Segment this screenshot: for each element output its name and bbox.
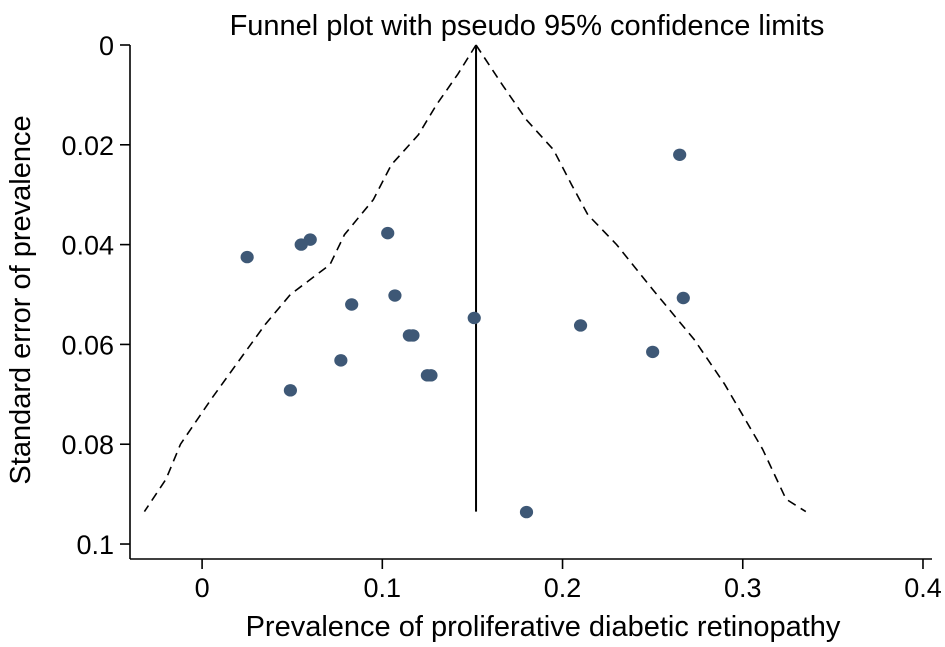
- y-tick-label: 0.08: [61, 430, 114, 460]
- y-tick-label: 0.02: [61, 131, 114, 161]
- y-axis-label: Standard error of prevalence: [5, 115, 37, 484]
- study-point: [381, 226, 395, 240]
- study-point: [283, 384, 297, 397]
- study-point: [467, 311, 481, 325]
- study-point: [240, 250, 254, 264]
- study-point: [294, 238, 308, 251]
- study-point: [388, 289, 402, 302]
- confidence-limits: [143, 44, 807, 513]
- y-tick-label: 0.04: [61, 231, 114, 261]
- study-point: [345, 298, 359, 311]
- study-point: [673, 148, 687, 161]
- chart-title: Funnel plot with pseudo 95% confidence l…: [230, 10, 825, 42]
- x-tick-label: 0.1: [364, 573, 402, 603]
- x-tick-label: 0.2: [544, 573, 582, 603]
- axes: [129, 45, 932, 560]
- study-points: [240, 148, 690, 519]
- study-point: [424, 369, 438, 382]
- study-point: [573, 319, 588, 332]
- x-tick-label: 0: [195, 573, 210, 603]
- y-tick-label: 0: [99, 31, 114, 61]
- study-point: [334, 354, 348, 367]
- x-ticks: 0 0.1 0.2 0.3 0.4: [195, 559, 942, 603]
- y-ticks: 0 0.02 0.04 0.06 0.08 0.1: [61, 31, 130, 560]
- lower-confidence-limit: [143, 44, 477, 513]
- study-point: [646, 345, 660, 359]
- upper-confidence-limit: [475, 44, 807, 513]
- x-tick-label: 0.3: [724, 573, 762, 603]
- y-tick-label: 0.1: [76, 530, 114, 560]
- y-tick-label: 0.06: [61, 330, 114, 360]
- x-axis-label: Prevalence of proliferative diabetic ret…: [246, 611, 841, 643]
- study-point: [406, 329, 420, 342]
- x-tick-label: 0.4: [904, 573, 942, 603]
- study-point: [519, 505, 534, 519]
- study-point: [676, 291, 690, 305]
